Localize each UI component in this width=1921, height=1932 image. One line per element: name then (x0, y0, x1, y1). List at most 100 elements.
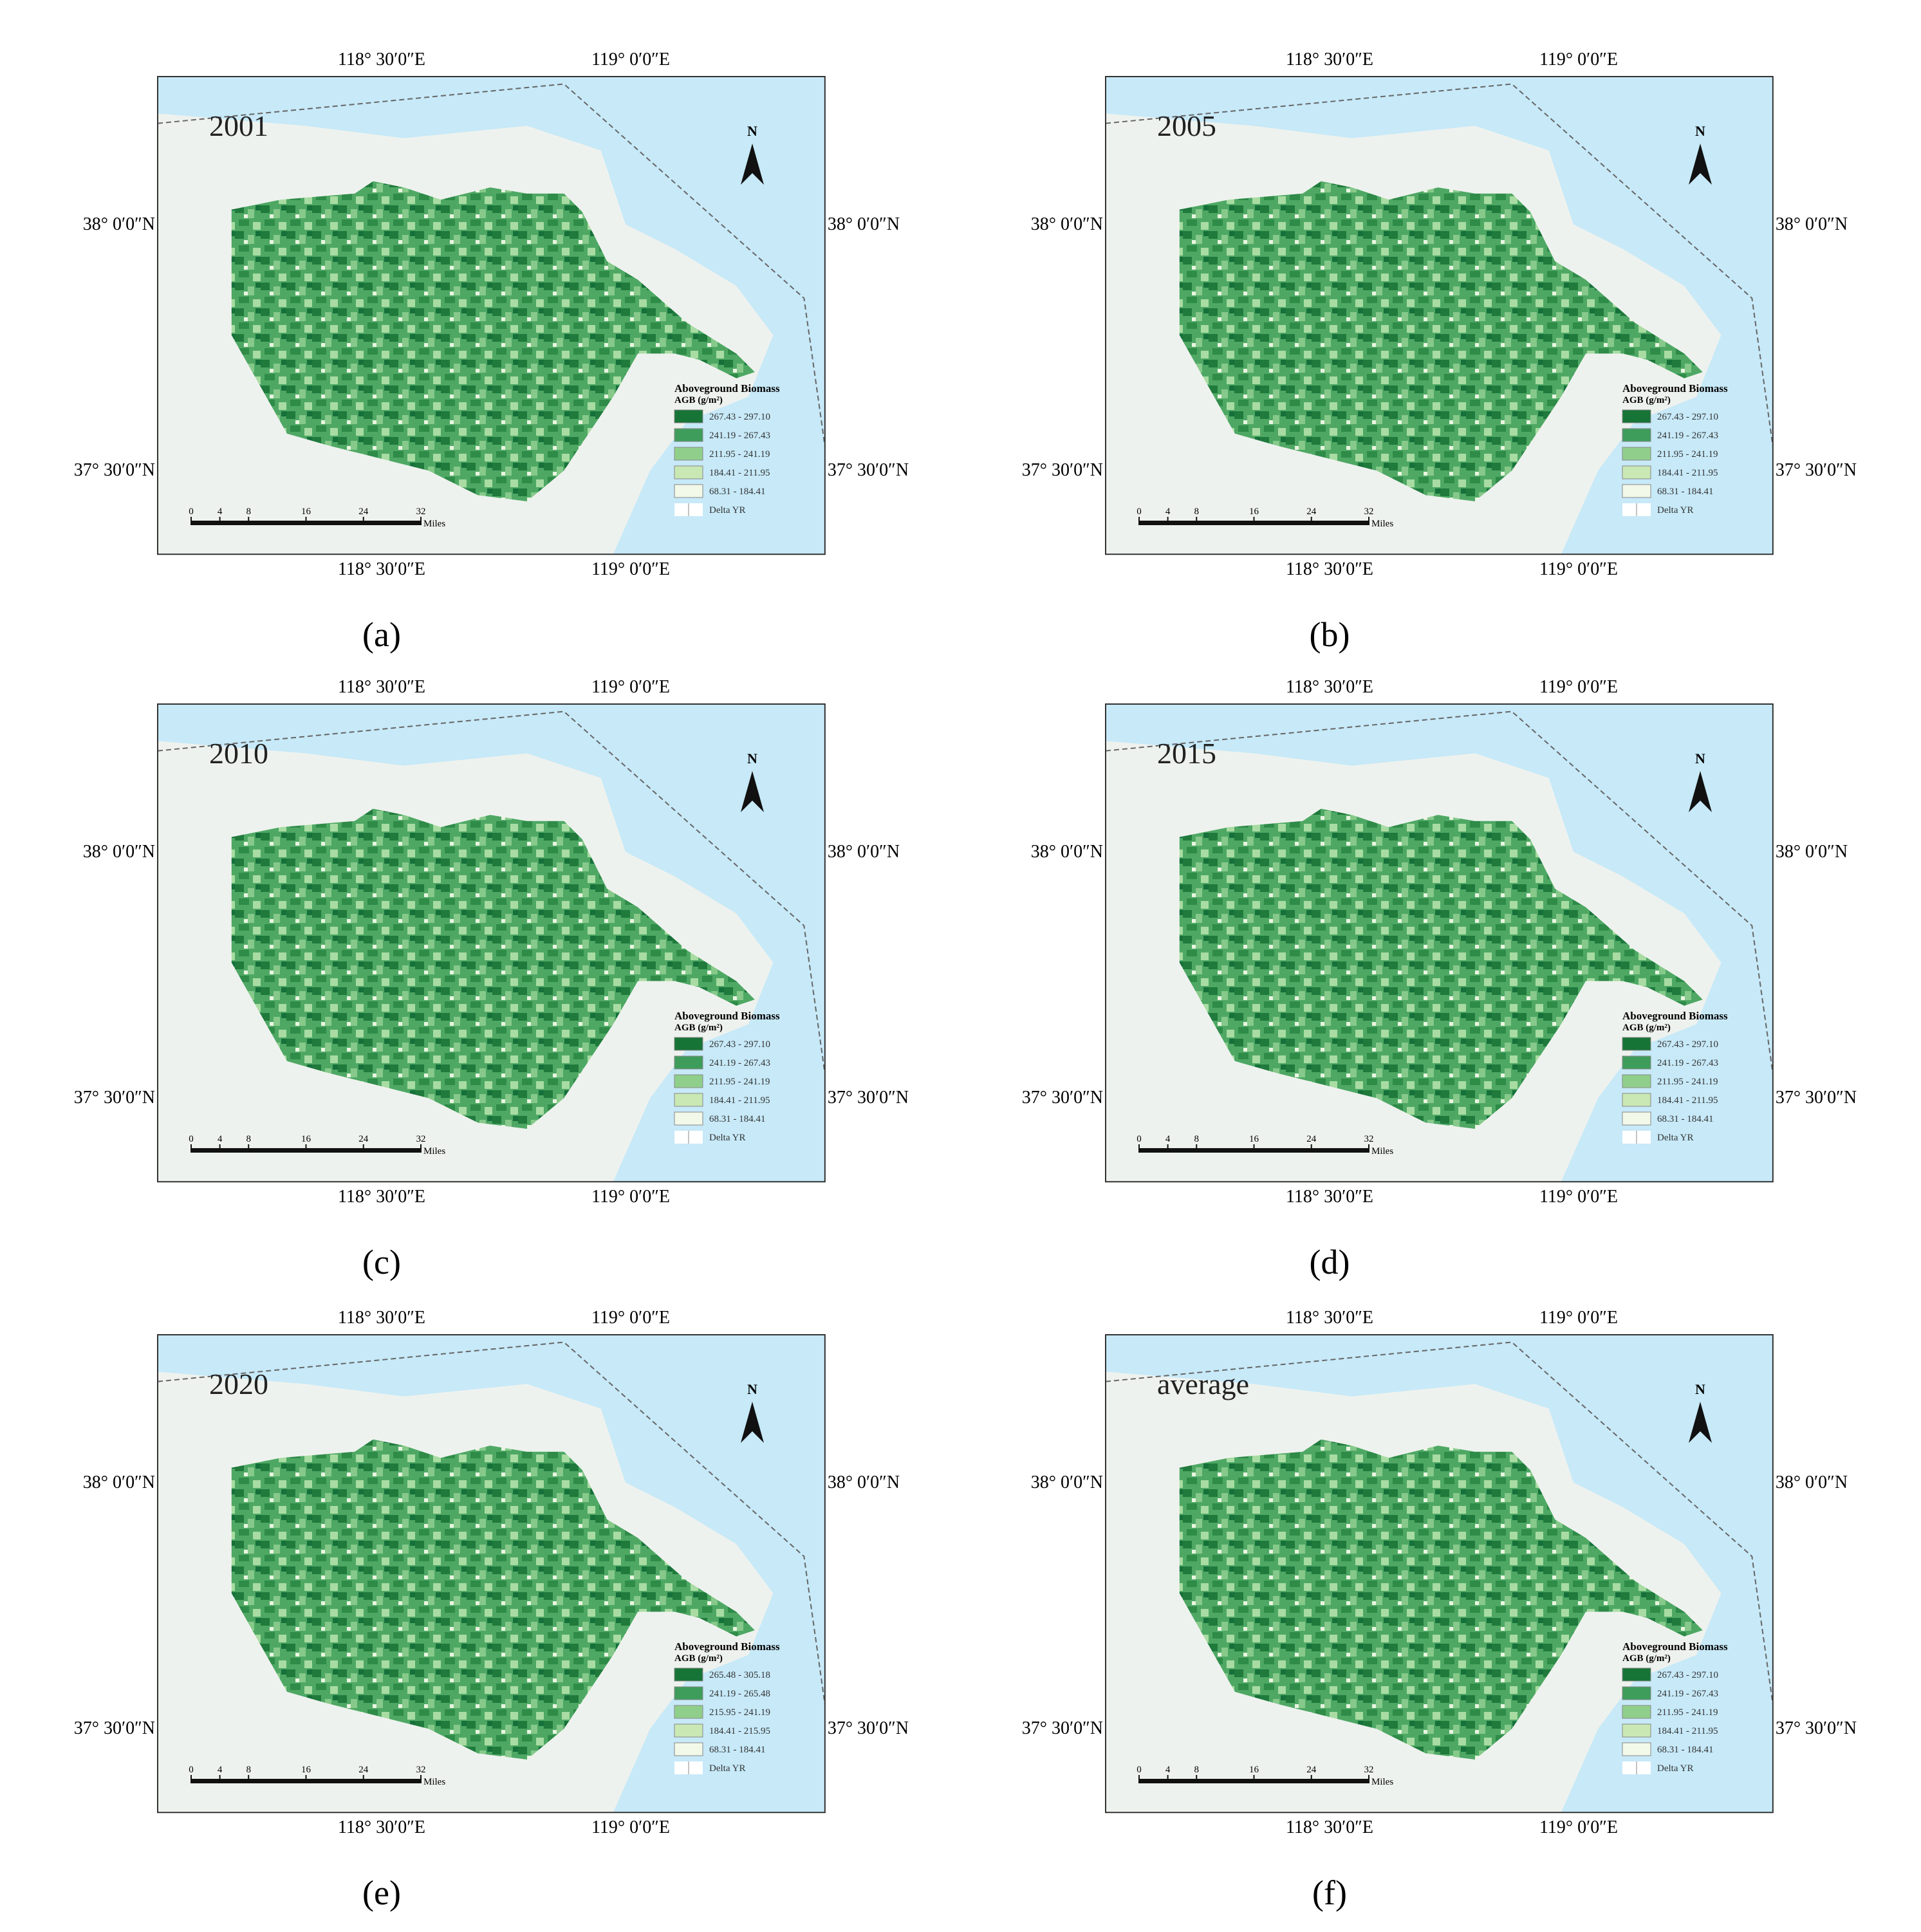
map-year: 2005 (1157, 109, 1216, 142)
legend-swatch (674, 428, 703, 442)
lat-label-right: 37° 30′0″N (828, 1718, 909, 1738)
legend-label: Delta YR (1657, 1133, 1694, 1143)
biomass-area (1179, 181, 1703, 501)
legend-label: 68.31 - 184.41 (1657, 487, 1714, 497)
lon-label-top: 118° 30′0″E (1286, 50, 1373, 70)
legend-swatch (674, 409, 703, 423)
map-frame (1105, 1334, 1774, 1814)
legend-label: Delta YR (1657, 1763, 1694, 1774)
legend-title: Aboveground Biomass (1622, 1010, 1728, 1022)
scale-tick-label: 0 (1137, 1765, 1142, 1775)
legend-label: 241.19 - 265.48 (709, 1689, 770, 1699)
scale-tick-label: 24 (1306, 1134, 1317, 1144)
legend-label: 184.41 - 211.95 (709, 468, 770, 478)
scale-tick-label: 0 (189, 1765, 194, 1775)
boundary (157, 711, 826, 1074)
map-year: 2001 (209, 109, 268, 142)
legend-unit: AGB (g/m²) (674, 395, 723, 405)
legend-unit: AGB (g/m²) (1622, 395, 1671, 405)
boundary (157, 1341, 826, 1705)
lon-label-bottom: 118° 30′0″E (338, 1187, 425, 1207)
scale-tick-label: 8 (1194, 1765, 1200, 1775)
legend-label: 267.43 - 297.10 (709, 412, 770, 422)
scale-tick-label: 8 (1194, 506, 1200, 517)
map-panel: average N 118° 30′0″E 118° 30′0″E 119° 0′0″E… (1022, 1308, 1857, 1912)
legend-label: 211.95 - 241.19 (1657, 1707, 1718, 1718)
legend-label: 184.41 - 211.95 (1657, 1726, 1718, 1736)
scale-tick-label: 16 (1249, 1134, 1259, 1144)
scale-tick-label: 8 (246, 1765, 252, 1775)
scale-unit: Miles (423, 519, 445, 529)
legend-label: 68.31 - 184.41 (709, 487, 766, 497)
legend-label: 241.19 - 267.43 (1657, 1058, 1718, 1068)
lon-label-top: 118° 30′0″E (1286, 1308, 1373, 1328)
panel-caption: (a) (362, 615, 401, 654)
scale-tick-label: 24 (358, 1765, 369, 1775)
scale-tick-label: 8 (246, 1134, 252, 1144)
lon-label-bottom: 119° 0′0″E (1539, 559, 1618, 579)
scale-tick-label: 16 (1249, 506, 1259, 517)
lat-label-left: 37° 30′0″N (1022, 1718, 1103, 1738)
scale-tick-label: 0 (1137, 1134, 1142, 1144)
lon-label-top: 119° 0′0″E (591, 1308, 670, 1328)
panel-caption: (e) (362, 1873, 401, 1912)
legend-swatch (1622, 484, 1651, 498)
map-frame (1105, 703, 1774, 1183)
legend-title: Aboveground Biomass (1622, 382, 1728, 395)
north-label: N (747, 750, 757, 766)
legend-swatch (1622, 1037, 1651, 1051)
legend-swatch (1622, 1093, 1651, 1107)
lon-label-top: 119° 0′0″E (1539, 677, 1618, 697)
legend-swatch (1622, 1111, 1651, 1126)
legend-label: Delta YR (709, 1763, 746, 1774)
boundary (157, 83, 826, 447)
legend-label: 184.41 - 211.95 (1657, 468, 1718, 478)
panel-caption: (b) (1310, 615, 1350, 654)
scale-tick-label: 8 (246, 506, 252, 517)
north-label: N (1695, 750, 1705, 766)
legend-swatch (674, 1667, 703, 1682)
lon-label-top: 118° 30′0″E (338, 677, 425, 697)
lon-label-top: 119° 0′0″E (1539, 50, 1618, 70)
legend-label: 68.31 - 184.41 (709, 1745, 766, 1755)
biomass-area (1179, 1439, 1703, 1760)
legend-swatch (1622, 1705, 1651, 1719)
scale-tick-label: 32 (416, 1134, 426, 1144)
legend-swatch (674, 1111, 703, 1126)
map-frame (157, 76, 826, 555)
map-frame (1105, 76, 1774, 555)
north-arrow (741, 1402, 764, 1443)
scale-unit: Miles (1371, 1777, 1393, 1787)
scale-unit: Miles (1371, 1146, 1393, 1156)
legend-unit: AGB (g/m²) (1622, 1653, 1671, 1664)
legend-label: Delta YR (1657, 505, 1694, 516)
map-year: 2015 (1157, 737, 1216, 770)
legend-swatch (1622, 1742, 1651, 1756)
legend-label: 211.95 - 241.19 (709, 449, 770, 460)
legend-swatch (674, 1037, 703, 1051)
north-label: N (747, 1381, 757, 1397)
lon-label-bottom: 118° 30′0″E (338, 1817, 425, 1837)
lat-label-left: 37° 30′0″N (1022, 460, 1103, 480)
lon-label-bottom: 118° 30′0″E (338, 559, 425, 579)
lat-label-right: 38° 0′0″N (828, 842, 900, 862)
scale-tick-label: 16 (301, 1765, 311, 1775)
lat-label-left: 38° 0′0″N (1031, 1472, 1103, 1492)
legend-label: 211.95 - 241.19 (1657, 449, 1718, 460)
scale-tick-label: 24 (358, 1134, 369, 1144)
legend-label: 241.19 - 267.43 (1657, 431, 1718, 441)
map-panel: 2001 N 118° 30′0″E 118° 30′0″E 119° 0′0″E 119… (74, 50, 909, 654)
lon-label-bottom: 118° 30′0″E (1286, 1187, 1373, 1207)
legend-swatch (674, 1723, 703, 1738)
scale-tick-label: 24 (358, 506, 369, 517)
legend-label: 267.43 - 297.10 (1657, 412, 1718, 422)
lat-label-left: 37° 30′0″N (74, 1088, 155, 1108)
lat-label-right: 37° 30′0″N (1776, 1718, 1857, 1738)
lat-label-right: 37° 30′0″N (828, 460, 909, 480)
lon-label-top: 119° 0′0″E (591, 677, 670, 697)
scale-unit: Miles (423, 1146, 445, 1156)
scale-unit: Miles (423, 1777, 445, 1787)
scale-tick-label: 32 (416, 1765, 426, 1775)
map-year: 2020 (209, 1368, 268, 1400)
